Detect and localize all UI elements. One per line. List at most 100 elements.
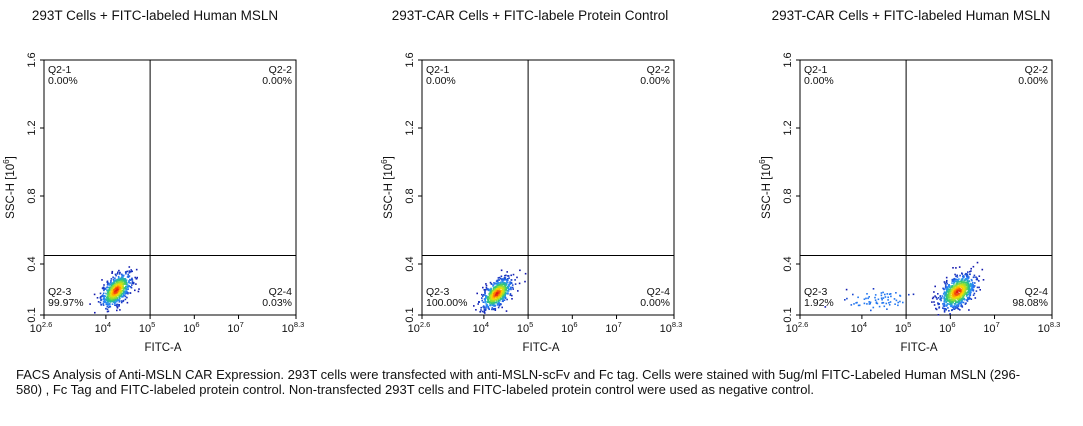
- x-tick-label: 107: [605, 320, 621, 335]
- plot-title: 293T-CAR Cells + FITC-labeled Human MSLN: [772, 8, 1051, 23]
- event-dot: [887, 299, 889, 301]
- event-dot: [965, 281, 967, 284]
- event-dot: [123, 292, 125, 294]
- event-dot: [957, 302, 960, 305]
- event-dot: [495, 285, 498, 288]
- event-dot: [961, 291, 964, 294]
- event-dot: [957, 296, 960, 298]
- event-dot: [912, 293, 915, 296]
- quadrant-name: Q2-1: [804, 64, 828, 76]
- event-dot: [868, 296, 870, 298]
- event-dot: [496, 284, 499, 287]
- event-dot: [953, 279, 956, 281]
- event-dot: [501, 283, 503, 286]
- event-dot: [945, 281, 948, 283]
- event-dot: [511, 298, 513, 300]
- event-dot: [960, 301, 963, 303]
- event-dot: [948, 295, 951, 297]
- event-dot: [953, 286, 955, 289]
- event-dot: [112, 276, 114, 279]
- event-dot: [956, 286, 959, 289]
- quadrant-percent: 100.00%: [426, 297, 467, 309]
- event-dot: [117, 271, 119, 274]
- event-dot: [484, 294, 486, 296]
- event-dot: [125, 289, 127, 291]
- event-dot: [524, 272, 527, 275]
- event-dot: [880, 297, 883, 299]
- event-dot: [129, 286, 132, 288]
- event-dot: [946, 296, 948, 299]
- event-dot: [973, 285, 976, 287]
- event-dot: [107, 310, 110, 313]
- event-dot: [114, 280, 116, 283]
- event-dot: [113, 300, 115, 303]
- event-dot: [494, 290, 497, 292]
- event-dot: [959, 302, 962, 304]
- event-dot: [106, 283, 109, 285]
- event-dot: [482, 286, 484, 289]
- event-dot: [111, 287, 113, 289]
- event-dot: [106, 305, 109, 308]
- event-dot: [492, 308, 495, 311]
- event-dot: [965, 288, 968, 291]
- event-dot: [874, 296, 876, 299]
- event-dot: [491, 294, 494, 296]
- event-dot: [107, 293, 110, 296]
- event-dot: [99, 292, 102, 295]
- event-dot: [504, 287, 507, 289]
- event-dot: [135, 283, 137, 285]
- event-dot: [966, 276, 968, 279]
- event-dot: [112, 285, 114, 288]
- event-dot: [956, 287, 958, 290]
- event-dot: [947, 295, 949, 297]
- event-dot: [950, 289, 953, 291]
- event-dot: [888, 293, 891, 295]
- event-dot: [498, 305, 501, 307]
- event-dot: [128, 280, 130, 282]
- event-dot: [103, 299, 105, 301]
- event-dot: [970, 285, 973, 287]
- event-dot: [960, 297, 963, 300]
- event-dot: [967, 293, 970, 296]
- event-dot: [947, 307, 949, 309]
- event-dot: [502, 287, 505, 290]
- event-dot: [962, 287, 964, 290]
- event-dot: [486, 288, 489, 291]
- event-dot: [952, 280, 954, 282]
- event-dot: [112, 291, 115, 293]
- event-dot: [945, 298, 947, 300]
- event-dot: [498, 302, 500, 304]
- event-dot: [125, 292, 128, 294]
- event-dot: [122, 293, 125, 295]
- event-dot: [510, 274, 512, 277]
- event-dot: [497, 283, 499, 285]
- event-dot: [948, 296, 950, 299]
- event-dot: [489, 301, 492, 304]
- quadrant-name: Q2-2: [647, 64, 671, 76]
- event-dot: [948, 285, 951, 287]
- event-dot: [952, 287, 954, 290]
- event-dot: [128, 271, 131, 274]
- event-dot: [119, 297, 121, 300]
- event-dot: [972, 289, 975, 291]
- event-dot: [967, 281, 969, 283]
- event-dot: [495, 280, 498, 282]
- event-dot: [496, 301, 498, 304]
- event-dot: [498, 279, 501, 281]
- event-dot: [982, 279, 985, 281]
- event-dot: [103, 288, 105, 291]
- event-dot: [100, 298, 103, 301]
- event-dot: [961, 273, 964, 275]
- event-dot: [480, 306, 482, 309]
- event-dot: [489, 298, 492, 301]
- event-dot: [962, 284, 965, 287]
- event-dot: [888, 304, 891, 306]
- event-dot: [973, 292, 976, 295]
- event-dot: [946, 300, 948, 302]
- event-dot: [966, 291, 969, 294]
- event-dot: [485, 305, 488, 307]
- event-dot: [118, 301, 121, 303]
- event-dot: [946, 302, 949, 305]
- event-dot: [951, 306, 954, 309]
- event-dot: [108, 289, 110, 291]
